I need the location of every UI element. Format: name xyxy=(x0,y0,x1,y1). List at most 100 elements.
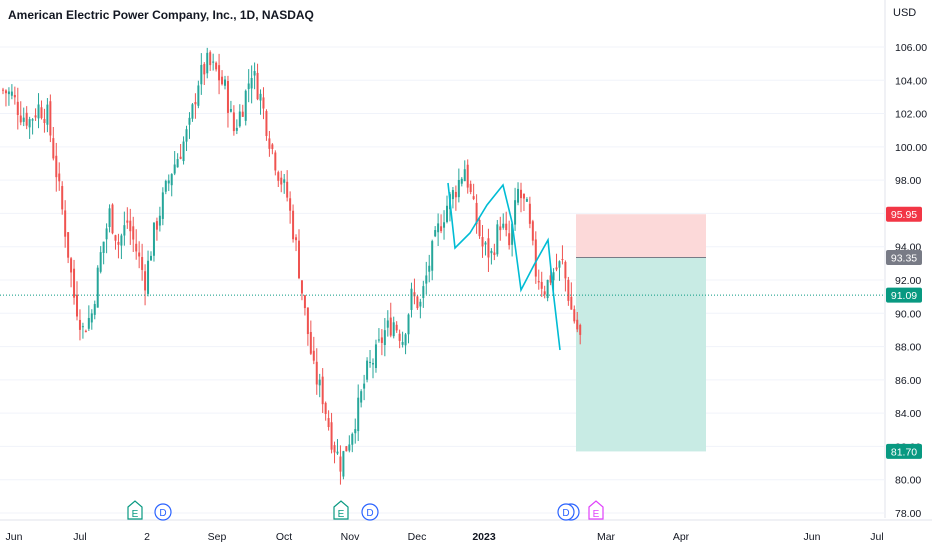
svg-text:91.09: 91.09 xyxy=(891,290,917,302)
earnings-marker[interactable]: E xyxy=(333,500,349,520)
candle xyxy=(191,102,194,122)
candle xyxy=(422,280,425,308)
y-tick-label: 104.00 xyxy=(895,75,927,87)
candle xyxy=(203,62,206,85)
candle xyxy=(351,432,354,453)
candle xyxy=(161,187,164,226)
dividend-marker[interactable]: D xyxy=(154,503,172,521)
y-tick-label: 90.00 xyxy=(895,308,921,320)
candle xyxy=(377,328,380,343)
candle xyxy=(437,213,440,247)
candle xyxy=(259,89,262,115)
candle xyxy=(558,260,561,281)
candle xyxy=(58,162,61,191)
svg-text:95.95: 95.95 xyxy=(891,209,917,221)
candle xyxy=(232,105,235,136)
candle xyxy=(428,254,431,283)
x-tick-label: Jun xyxy=(804,531,821,543)
candle xyxy=(111,203,114,235)
candle xyxy=(7,87,10,106)
candle xyxy=(170,173,173,197)
candle xyxy=(25,106,28,130)
dividend-marker[interactable]: D xyxy=(557,503,580,521)
candle xyxy=(434,226,437,238)
candle xyxy=(534,231,537,284)
candle xyxy=(289,191,292,224)
candle xyxy=(182,136,185,165)
candle xyxy=(454,185,457,211)
candle xyxy=(339,445,342,485)
candle xyxy=(380,329,383,356)
candle xyxy=(212,53,215,71)
candle xyxy=(173,151,176,176)
candle xyxy=(22,107,25,127)
candle xyxy=(40,100,43,120)
candle xyxy=(475,194,478,234)
candle xyxy=(238,104,241,128)
candle xyxy=(114,234,117,250)
candle xyxy=(167,174,170,192)
entry-price-tag: 93.35 xyxy=(886,250,922,266)
candle xyxy=(93,300,96,320)
candle xyxy=(194,93,197,119)
candle xyxy=(410,282,413,318)
candle xyxy=(102,241,105,265)
candle xyxy=(43,108,46,133)
candle xyxy=(327,410,330,431)
candle xyxy=(440,214,443,234)
candle xyxy=(478,217,481,239)
candle xyxy=(520,182,522,213)
candle xyxy=(457,168,460,203)
candle xyxy=(466,159,469,194)
x-tick-label: 2023 xyxy=(472,531,496,543)
candle xyxy=(13,86,16,105)
candle xyxy=(306,307,309,346)
candle xyxy=(386,310,389,337)
candle xyxy=(570,282,573,310)
candle xyxy=(487,228,490,272)
candle xyxy=(132,216,135,252)
candle xyxy=(446,195,448,224)
candle xyxy=(342,450,345,480)
candle xyxy=(312,336,315,365)
candle xyxy=(300,280,303,301)
candle xyxy=(303,294,306,316)
candle xyxy=(564,260,567,292)
candle xyxy=(407,313,410,344)
candle xyxy=(206,47,209,79)
candle xyxy=(262,87,265,120)
candle xyxy=(224,75,226,90)
candle xyxy=(64,200,67,248)
candle xyxy=(49,94,52,143)
candle xyxy=(517,182,520,206)
candle xyxy=(496,220,499,257)
candle xyxy=(505,211,508,237)
candle xyxy=(425,261,428,295)
candle xyxy=(84,329,87,333)
y-tick-label: 88.00 xyxy=(895,342,921,354)
candle xyxy=(546,279,549,302)
candle xyxy=(416,295,419,310)
candle xyxy=(141,243,144,281)
dividend-marker[interactable]: D xyxy=(361,503,379,521)
chart-title: American Electric Power Company, Inc., 1… xyxy=(8,8,314,22)
candle xyxy=(540,271,543,297)
candle xyxy=(244,89,247,126)
candle xyxy=(389,302,392,338)
candle xyxy=(573,305,576,324)
earnings-marker[interactable]: E xyxy=(127,500,143,520)
candle xyxy=(247,69,250,103)
candle xyxy=(280,170,283,193)
candle xyxy=(147,250,150,297)
candle xyxy=(472,183,475,201)
future-earnings-marker[interactable]: E xyxy=(588,500,604,520)
candle xyxy=(537,269,540,290)
x-tick-label: 2 xyxy=(144,531,150,543)
candle xyxy=(52,127,55,161)
candle xyxy=(144,264,147,306)
candle xyxy=(81,322,84,339)
candle xyxy=(179,144,182,160)
candle xyxy=(336,439,339,455)
candle xyxy=(188,112,191,139)
